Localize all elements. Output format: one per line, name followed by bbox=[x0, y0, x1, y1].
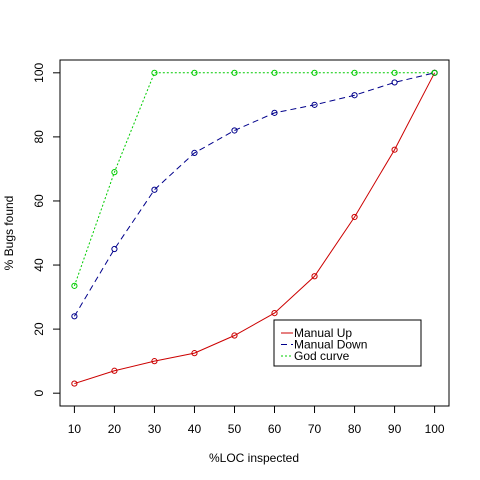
data-point bbox=[71, 313, 78, 320]
data-point bbox=[151, 69, 158, 76]
data-point bbox=[391, 69, 398, 76]
x-tick-label: 90 bbox=[388, 422, 402, 436]
x-tick-label: 20 bbox=[108, 422, 122, 436]
data-point bbox=[231, 69, 238, 76]
x-tick-label: 50 bbox=[228, 422, 242, 436]
data-point bbox=[151, 358, 158, 365]
data-point bbox=[271, 109, 278, 116]
x-tick-label: 80 bbox=[348, 422, 362, 436]
data-point bbox=[71, 380, 78, 387]
y-axis-label: % Bugs found bbox=[2, 196, 16, 271]
data-point bbox=[111, 367, 118, 374]
data-point bbox=[391, 79, 398, 86]
y-tick-label: 80 bbox=[32, 130, 46, 144]
plot-frame bbox=[59, 59, 450, 407]
data-point bbox=[311, 273, 318, 280]
data-point bbox=[191, 69, 198, 76]
x-tick-label: 60 bbox=[268, 422, 282, 436]
data-point bbox=[271, 309, 278, 317]
data-point bbox=[151, 186, 158, 193]
series-line bbox=[74, 72, 436, 385]
data-point bbox=[71, 282, 78, 289]
legend-label: God curve bbox=[294, 349, 350, 363]
x-tick-label: 40 bbox=[188, 422, 202, 436]
series-line bbox=[73, 72, 435, 317]
data-point bbox=[191, 149, 198, 157]
y-tick-label: 40 bbox=[32, 258, 46, 272]
data-point bbox=[391, 146, 398, 153]
data-point bbox=[431, 69, 438, 76]
data-point bbox=[351, 213, 358, 221]
x-tick-label: 30 bbox=[148, 422, 162, 436]
data-point bbox=[111, 169, 118, 176]
series-2 bbox=[71, 69, 438, 289]
x-tick-label: 100 bbox=[425, 422, 445, 436]
data-point bbox=[351, 92, 358, 99]
legend-box bbox=[273, 319, 422, 367]
x-axis: 10 20 30 40 50 60 70 80 90 100 bbox=[68, 406, 445, 436]
y-tick-label: 0 bbox=[32, 390, 46, 397]
series-line bbox=[73, 72, 435, 287]
series-1 bbox=[71, 69, 438, 320]
data-point bbox=[311, 101, 318, 108]
series-layer bbox=[71, 69, 438, 387]
x-tick-label: 70 bbox=[308, 422, 322, 436]
legend-label: Manual Up bbox=[294, 326, 352, 340]
x-axis-label: %LOC inspected bbox=[209, 451, 299, 465]
data-point bbox=[191, 350, 198, 357]
data-point bbox=[231, 127, 238, 134]
data-point bbox=[231, 332, 238, 339]
y-tick-label: 60 bbox=[32, 194, 46, 208]
legend-label: Manual Down bbox=[294, 338, 367, 352]
data-point bbox=[351, 69, 358, 76]
y-axis: 0 20 40 60 80 100 bbox=[32, 62, 60, 397]
y-tick-label: 20 bbox=[32, 322, 46, 336]
data-point bbox=[111, 245, 118, 253]
y-tick-label: 100 bbox=[32, 62, 46, 82]
x-tick-label: 10 bbox=[68, 422, 82, 436]
data-point bbox=[271, 69, 278, 76]
data-point bbox=[311, 69, 318, 76]
